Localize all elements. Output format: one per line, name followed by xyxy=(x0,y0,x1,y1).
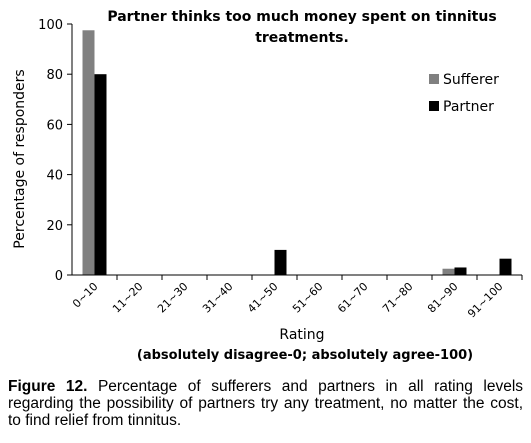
x-axis-label: Rating xyxy=(279,327,324,343)
chart-title-line2: treatments. xyxy=(255,30,349,46)
x-category-label: 21~30 xyxy=(155,280,191,316)
legend-swatch-sufferer xyxy=(429,74,439,84)
legend: Sufferer Partner xyxy=(429,72,499,115)
y-axis-ticks: 0 20 40 60 80 100 xyxy=(38,18,72,284)
x-category-label: 71~80 xyxy=(380,280,416,316)
legend-label-partner: Partner xyxy=(443,99,494,115)
y-axis-label: Percentage of responders xyxy=(12,69,28,248)
x-axis-note: (absolutely disagree-0; absolutely agree… xyxy=(137,348,473,363)
x-category-label: 81~90 xyxy=(425,280,461,316)
legend-label-sufferer: Sufferer xyxy=(443,72,499,88)
x-category-label: 11~20 xyxy=(110,280,146,316)
figure-caption-label: Figure 12. xyxy=(8,378,88,395)
x-category-label: 41~50 xyxy=(245,280,281,316)
x-category-label: 31~40 xyxy=(200,280,236,316)
y-tick-label: 60 xyxy=(46,118,63,133)
x-category-label: 0~10 xyxy=(70,280,101,311)
bar-partner xyxy=(454,267,467,275)
bar-sufferer xyxy=(82,30,95,276)
figure-caption-text: Percentage of sufferers and partners in … xyxy=(8,378,524,429)
y-tick-label: 40 xyxy=(46,169,63,184)
y-tick-label: 20 xyxy=(46,219,63,234)
legend-swatch-partner xyxy=(429,101,439,111)
chart-title-line1: Partner thinks too much money spent on t… xyxy=(107,9,496,25)
y-tick-label: 0 xyxy=(55,269,63,284)
bar-partner xyxy=(94,74,107,275)
y-tick-label: 100 xyxy=(38,18,63,33)
x-category-label: 51~60 xyxy=(290,280,326,316)
x-category-label: 91~100 xyxy=(465,280,505,320)
bars-group xyxy=(82,30,512,276)
bar-chart: Partner thinks too much money spent on t… xyxy=(12,9,523,363)
bar-sufferer xyxy=(442,268,455,275)
figure-caption: Figure 12. Percentage of sufferers and p… xyxy=(8,378,523,429)
bar-partner xyxy=(499,258,512,275)
x-axis-categories: 0~10 11~20 21~30 31~40 41~50 51~60 61~70 71~80 8… xyxy=(70,275,523,320)
x-category-label: 61~70 xyxy=(335,280,371,316)
y-tick-label: 80 xyxy=(46,68,63,83)
bar-partner xyxy=(274,249,287,275)
